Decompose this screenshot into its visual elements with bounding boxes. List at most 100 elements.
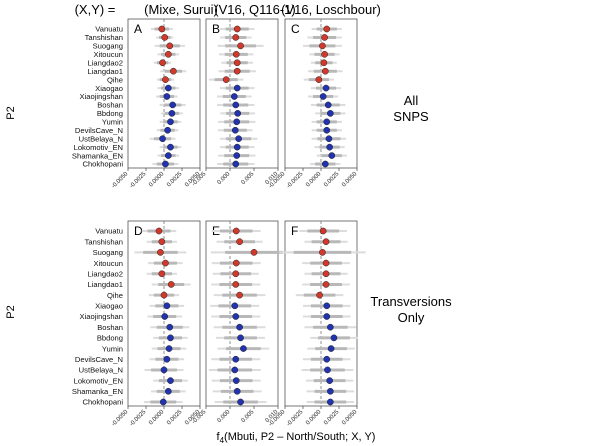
panel-f-point-tanshishan [322, 238, 330, 246]
panel-c-point-tanshishan [321, 34, 328, 41]
panel-d-xtick-label-0: -0.0050 [111, 409, 130, 428]
panel-f-point-shamanka_en [327, 387, 334, 395]
panel-b-point-bbdong [234, 110, 242, 117]
panel-d-point-liangdao1 [167, 281, 175, 288]
panel-f-point-xitoucun [322, 259, 330, 267]
panel-a-point-vanuatu [158, 25, 166, 33]
panel-a-point-liangdao1 [170, 67, 177, 75]
panel-f-xtick-label-3: 0.0025 [323, 409, 341, 427]
panel-a-point-xiaogao [164, 84, 172, 92]
panel-e-point-yumin [240, 345, 247, 352]
population-label-bbdong: Bbdong [97, 109, 123, 118]
panel-d-point-chokhopani [159, 398, 167, 406]
panel-d-xtick-label-1: -0.0025 [129, 409, 148, 428]
population-label-devilscave_n: DevilsCave_N [75, 355, 123, 364]
panel-a-point-suogang [166, 42, 174, 50]
panel-d-point-yumin [165, 345, 173, 352]
population-label-lokomotiv_en: Lokomotiv_EN [74, 143, 123, 152]
x-axis-label: f4(Mbuti, P2 – North/South; X, Y) [217, 431, 376, 445]
panel-f-xtick-label-1: -0.0025 [286, 409, 305, 428]
panel-f-point-liangdao1 [322, 281, 330, 288]
population-label-qihe: Qihe [107, 75, 123, 84]
panel-b-point-chokhopani [232, 160, 240, 168]
panel-b-frame [205, 18, 279, 169]
panel-b-point-vanuatu [233, 25, 241, 33]
panel-c-point-liangdao1 [321, 67, 329, 75]
column-title-3: (V16, Loschbour) [281, 2, 381, 17]
population-label-vanuatu: Vanuatu [95, 25, 123, 34]
panel-e-point-xiaojingshan [232, 313, 240, 320]
population-label-chokhopani: Chokhopani [82, 160, 123, 169]
population-label-xiaogao: Xiaogao [95, 302, 123, 311]
population-label-devilscave_n: DevilsCave_N [75, 126, 123, 135]
panel-e-point-suogang [250, 249, 258, 256]
panel-b-point-lokomotiv_en [233, 143, 241, 151]
panel-e-frame [205, 220, 279, 407]
row-title-bottom-line-1: Transversions [370, 294, 452, 309]
panel-d-point-vanuatu [155, 227, 163, 235]
population-label-bbdong: Bbdong [97, 334, 123, 343]
panel-c-point-xitoucun [321, 50, 328, 58]
panel-b-point-devilscave_n [231, 126, 239, 134]
panel-b-point-liangdao1 [233, 67, 241, 75]
panel-c-point-liangdao2 [320, 59, 328, 67]
population-label-xitoucun: Xitoucun [93, 50, 123, 59]
panel-a-point-chokhopani [162, 160, 169, 168]
row-title-bottom-line-2: Only [398, 310, 425, 325]
population-label-xiaojingshan: Xiaojingshan [80, 312, 124, 321]
panel-e-point-lokomotiv_en [232, 377, 240, 384]
panel-c-xtick-label-3: 0.0025 [323, 171, 341, 189]
population-label-liangdao1: Liangdao1 [88, 280, 123, 289]
x-axis-label-sub: 4 [220, 436, 225, 445]
population-label-boshan: Boshan [97, 101, 123, 110]
panel-c-point-suogang [319, 42, 326, 50]
population-label-chokhopani: Chokhopani [82, 398, 123, 407]
panel-a-point-xiaojingshan [163, 93, 171, 100]
panel-d-point-xiaogao [163, 302, 171, 310]
panel-e-xtick-label-1: 0.000 [217, 409, 232, 424]
panel-b-point-yumin [233, 118, 241, 126]
panel-c-xtick-label-1: -0.0025 [286, 171, 305, 190]
panel-d-point-shamanka_en [164, 387, 172, 395]
population-label-vanuatu: Vanuatu [95, 227, 123, 236]
panel-d-point-xitoucun [162, 259, 169, 267]
panel-c-point-vanuatu [323, 25, 331, 33]
panel-a-xtick-label-0: -0.0050 [111, 171, 130, 190]
panel-b-point-xiaojingshan [230, 93, 238, 100]
panel-b-xtick-label-2: 0.005 [241, 171, 256, 186]
x-axis-label-f: f [217, 431, 221, 443]
population-label-shamanka_en: Shamanka_EN [72, 151, 123, 160]
panel-f-point-chokhopani [327, 398, 334, 406]
population-label-yumin: Yumin [102, 118, 123, 127]
panel-a-label: A [134, 22, 142, 36]
population-label-qihe: Qihe [107, 291, 123, 300]
panel-e-point-devilscave_n [232, 355, 240, 363]
panel-f-point-vanuatu [319, 227, 327, 235]
column-title-2: (V16, Q116-1) [214, 2, 295, 17]
panel-f-xtick-label-4: 0.0050 [341, 409, 359, 427]
row-title-top-line-2: SNPS [393, 109, 429, 124]
panel-d-point-ustbelaya_n [160, 366, 168, 374]
panel-d-label: D [134, 224, 143, 238]
panel-f-point-yumin [327, 345, 335, 352]
panel-d-point-devilscave_n [163, 355, 171, 363]
panel-d-xtick-label-3: 0.0025 [166, 409, 184, 427]
panel-f-point-xiaojingshan [323, 313, 331, 320]
population-label-suogang: Suogang [93, 42, 123, 51]
xy-label: (X,Y) = [75, 2, 116, 17]
panel-a-point-liangdao2 [159, 59, 166, 67]
panel-a-point-lokomotiv_en [167, 143, 174, 151]
population-label-suogang: Suogang [93, 248, 123, 257]
panel-f-point-qihe [316, 291, 323, 299]
panel-c-point-shamanka_en [328, 152, 336, 159]
panel-c-label: C [291, 22, 300, 36]
panel-e-point-liangdao1 [232, 281, 240, 288]
panel-c-point-ustbelaya_n [325, 135, 333, 143]
panel-a-point-boshan [169, 101, 176, 109]
population-label-liangdao2: Liangdao2 [88, 58, 123, 67]
panel-f-point-suogang [319, 249, 326, 256]
panel-d-point-suogang [157, 249, 164, 256]
panel-d-point-boshan [166, 323, 174, 331]
panel-e-point-vanuatu [232, 227, 240, 235]
panel-a-xtick-label-3: 0.0025 [166, 171, 184, 189]
